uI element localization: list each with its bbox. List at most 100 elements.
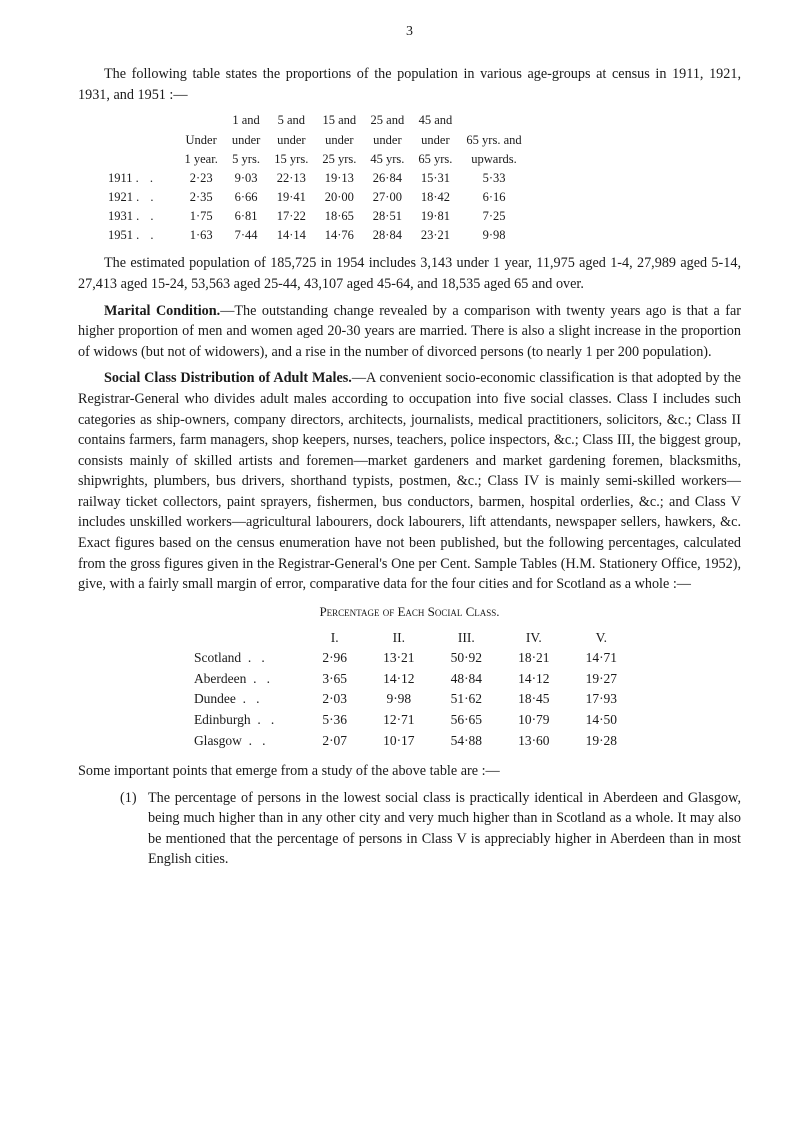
table-row: 1951 . .1·637·4414·1414·7628·8423·219·98 <box>108 226 529 245</box>
value-cell: 23·21 <box>411 226 459 245</box>
table-row: Glasgow . .2·0710·1754·8813·6019·28 <box>184 731 635 752</box>
intro-paragraph: The following table states the proportio… <box>78 64 741 105</box>
value-cell: 17·93 <box>568 689 636 710</box>
value-cell: 22·13 <box>267 169 315 188</box>
value-cell: 18·42 <box>411 188 459 207</box>
value-cell: 2·03 <box>304 689 365 710</box>
value-cell: 6·81 <box>225 207 267 226</box>
social-heading: Social Class Distribution of Adult Males… <box>104 370 352 386</box>
hdr-2-3: under <box>267 131 315 150</box>
value-cell: 10·17 <box>365 731 433 752</box>
table-row: Aberdeen . .3·6514·1248·8414·1219·27 <box>184 669 635 690</box>
value-cell: 19·28 <box>568 731 636 752</box>
hdr-1-5: 25 and <box>363 111 411 130</box>
hdr-2-2: under <box>225 131 267 150</box>
table-row: Scotland . .2·9613·2150·9218·2114·71 <box>184 648 635 669</box>
value-cell: 18·65 <box>315 207 363 226</box>
marital-paragraph: Marital Condition.—The outstanding chang… <box>78 301 741 363</box>
pct-hdr-3: III. <box>433 628 501 649</box>
region-cell: Glasgow . . <box>184 731 304 752</box>
value-cell: 14·71 <box>568 648 636 669</box>
region-cell: Edinburgh . . <box>184 710 304 731</box>
value-cell: 13·21 <box>365 648 433 669</box>
table-row: 1911 . .2·239·0322·1319·1326·8415·315·33 <box>108 169 529 188</box>
value-cell: 48·84 <box>433 669 501 690</box>
value-cell: 15·31 <box>411 169 459 188</box>
value-cell: 14·50 <box>568 710 636 731</box>
value-cell: 1·75 <box>178 207 225 226</box>
pct-hdr-4: IV. <box>500 628 568 649</box>
value-cell: 3·65 <box>304 669 365 690</box>
hdr-1-7 <box>459 111 528 130</box>
year-cell: 1931 . . <box>108 207 178 226</box>
hdr-3-2: 5 yrs. <box>225 150 267 169</box>
table-row: 1931 . .1·756·8117·2218·6528·5119·817·25 <box>108 207 529 226</box>
page-container: 3 The following table states the proport… <box>0 0 801 1145</box>
value-cell: 6·66 <box>225 188 267 207</box>
hdr-3-6: 65 yrs. <box>411 150 459 169</box>
year-cell: 1911 . . <box>108 169 178 188</box>
hdr-2-7: 65 yrs. and <box>459 131 528 150</box>
value-cell: 17·22 <box>267 207 315 226</box>
value-cell: 28·84 <box>363 226 411 245</box>
value-cell: 1·63 <box>178 226 225 245</box>
value-cell: 19·27 <box>568 669 636 690</box>
hdr-2-1: Under <box>178 131 225 150</box>
age-table-header-row-3: 1 year. 5 yrs. 15 yrs. 25 yrs. 45 yrs. 6… <box>108 150 529 169</box>
region-cell: Scotland . . <box>184 648 304 669</box>
list-number-1: (1) <box>120 788 148 809</box>
value-cell: 2·23 <box>178 169 225 188</box>
table-row: Edinburgh . .5·3612·7156·6510·7914·50 <box>184 710 635 731</box>
page-number: 3 <box>78 22 741 42</box>
value-cell: 20·00 <box>315 188 363 207</box>
value-cell: 2·96 <box>304 648 365 669</box>
value-cell: 7·44 <box>225 226 267 245</box>
region-cell: Aberdeen . . <box>184 669 304 690</box>
pct-table-caption: Percentage of Each Social Class. <box>78 603 741 622</box>
hdr-1-2: 1 and <box>225 111 267 130</box>
value-cell: 54·88 <box>433 731 501 752</box>
value-cell: 7·25 <box>459 207 528 226</box>
year-cell: 1951 . . <box>108 226 178 245</box>
table-row: Dundee . .2·039·9851·6218·4517·93 <box>184 689 635 710</box>
value-cell: 14·12 <box>500 669 568 690</box>
value-cell: 2·35 <box>178 188 225 207</box>
value-cell: 18·45 <box>500 689 568 710</box>
value-cell: 14·12 <box>365 669 433 690</box>
list-item-1: (1)The percentage of persons in the lowe… <box>78 788 741 870</box>
list-text-1: The percentage of persons in the lowest … <box>148 790 741 868</box>
pct-hdr-2: II. <box>365 628 433 649</box>
hdr-2-6: under <box>411 131 459 150</box>
region-cell: Dundee . . <box>184 689 304 710</box>
social-class-paragraph: Social Class Distribution of Adult Males… <box>78 368 741 595</box>
marital-heading: Marital Condition. <box>104 303 220 319</box>
value-cell: 9·98 <box>459 226 528 245</box>
age-table-header-row-1: 1 and 5 and 15 and 25 and 45 and <box>108 111 529 130</box>
hdr-3-1: 1 year. <box>178 150 225 169</box>
hdr-1-3: 5 and <box>267 111 315 130</box>
hdr-1-4: 15 and <box>315 111 363 130</box>
value-cell: 5·36 <box>304 710 365 731</box>
table-row: 1921 . .2·356·6619·4120·0027·0018·426·16 <box>108 188 529 207</box>
value-cell: 10·79 <box>500 710 568 731</box>
value-cell: 27·00 <box>363 188 411 207</box>
hdr-1-6: 45 and <box>411 111 459 130</box>
value-cell: 18·21 <box>500 648 568 669</box>
age-distribution-table: 1 and 5 and 15 and 25 and 45 and Under u… <box>108 111 529 245</box>
hdr-2-5: under <box>363 131 411 150</box>
year-cell: 1921 . . <box>108 188 178 207</box>
value-cell: 9·03 <box>225 169 267 188</box>
value-cell: 9·98 <box>365 689 433 710</box>
value-cell: 12·71 <box>365 710 433 731</box>
social-text: —A convenient socio-economic classificat… <box>78 370 741 592</box>
value-cell: 28·51 <box>363 207 411 226</box>
value-cell: 19·13 <box>315 169 363 188</box>
age-table-header-row-2: Under under under under under under 65 y… <box>108 131 529 150</box>
value-cell: 14·14 <box>267 226 315 245</box>
after-age-table-paragraph: The estimated population of 185,725 in 1… <box>78 253 741 294</box>
pct-header-row: I. II. III. IV. V. <box>184 628 635 649</box>
value-cell: 26·84 <box>363 169 411 188</box>
value-cell: 56·65 <box>433 710 501 731</box>
points-intro: Some important points that emerge from a… <box>78 761 741 782</box>
hdr-3-5: 45 yrs. <box>363 150 411 169</box>
